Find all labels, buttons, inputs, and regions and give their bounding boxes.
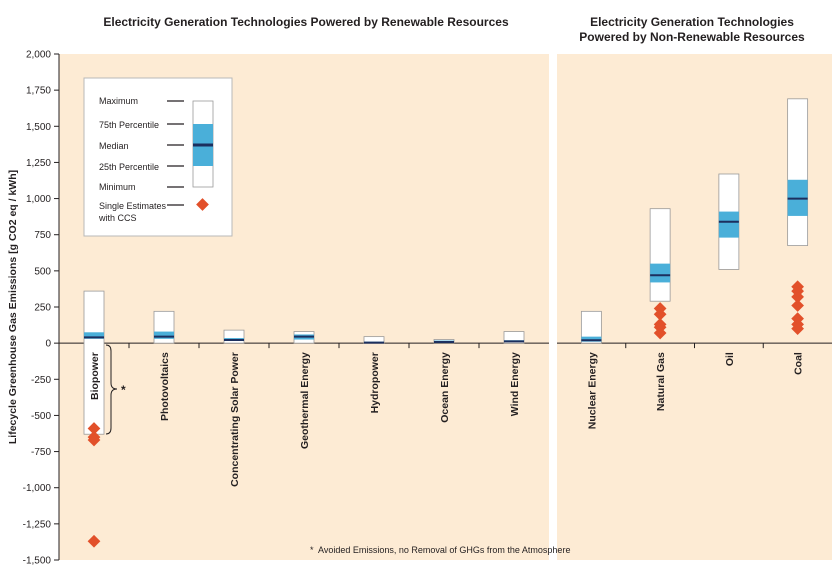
y-axis-label: Lifecycle Greenhouse Gas Emissions [g CO… bbox=[7, 170, 19, 444]
biopower-ccs-estimate bbox=[87, 422, 101, 435]
y-tick-label: 500 bbox=[34, 266, 51, 277]
concentrating-solar-power-range-box bbox=[223, 329, 245, 344]
y-tick-label: -1,250 bbox=[23, 519, 52, 530]
legend-ccs-label: Single Estimates bbox=[99, 201, 167, 211]
wind-energy-category-label: Wind Energy bbox=[509, 352, 521, 416]
ocean-energy-category-label: Ocean Energy bbox=[439, 352, 451, 423]
nonrenewable-boxes bbox=[580, 98, 809, 344]
y-tick-label: 1,500 bbox=[26, 122, 51, 133]
biopower-iqr-box bbox=[84, 332, 104, 339]
legend-minimum-label: Minimum bbox=[99, 182, 136, 192]
legend-ccs-marker bbox=[196, 198, 209, 211]
coal-category-label: Coal bbox=[793, 352, 805, 375]
photovoltaics-iqr-box bbox=[154, 331, 174, 339]
nonrenewable-panel-background bbox=[557, 54, 832, 560]
oil-iqr-box bbox=[718, 211, 739, 238]
y-tick-label: -1,000 bbox=[23, 483, 52, 494]
footnote-text: Avoided Emissions, no Removal of GHGs fr… bbox=[318, 545, 570, 555]
natural-gas-category-label: Natural Gas bbox=[655, 352, 667, 411]
legend-ccs-label-line2: with CCS bbox=[98, 213, 137, 223]
natural-gas-iqr-box bbox=[650, 263, 671, 283]
y-tick-label: 2,000 bbox=[26, 50, 51, 61]
y-tick-label: 750 bbox=[34, 230, 51, 241]
concentrating-solar-power-category-label: Concentrating Solar Power bbox=[229, 352, 241, 487]
natural-gas-range-box bbox=[649, 208, 671, 302]
oil-category-label: Oil bbox=[724, 352, 736, 366]
nuclear-energy-category-label: Nuclear Energy bbox=[586, 352, 598, 429]
wind-energy-range-box bbox=[503, 331, 525, 344]
legend-maximum-label: Maximum bbox=[99, 96, 138, 106]
nuclear-energy-iqr-box bbox=[581, 336, 602, 342]
y-tick-label: 0 bbox=[45, 339, 51, 350]
photovoltaics-category-label: Photovoltaics bbox=[159, 352, 171, 421]
legend-median-label: Median bbox=[99, 141, 129, 151]
y-tick-label: 1,750 bbox=[26, 86, 51, 97]
geothermal-energy-category-label: Geothermal Energy bbox=[299, 352, 311, 449]
renewable-panel-title: Electricity Generation Technologies Powe… bbox=[103, 15, 509, 29]
bracket-asterisk: * bbox=[121, 383, 126, 397]
nonrenewable-panel-title-line1: Electricity Generation Technologies bbox=[590, 15, 794, 29]
category-separators bbox=[128, 343, 764, 349]
y-tick-label: -500 bbox=[31, 411, 51, 422]
y-tick-label: -750 bbox=[31, 447, 51, 458]
category-labels: Biopower Photovoltaics Concentrating Solar… bbox=[89, 352, 805, 487]
footnote-asterisk: * bbox=[310, 545, 314, 555]
y-tick-label: -250 bbox=[31, 375, 51, 386]
nonrenewable-panel-title-line2: Powered by Non-Renewable Resources bbox=[579, 30, 805, 44]
y-tick-label: 1,000 bbox=[26, 194, 51, 205]
hydropower-category-label: Hydropower bbox=[369, 352, 381, 413]
avoided-emissions-bracket: * bbox=[105, 344, 126, 435]
legend-25th-label: 25th Percentile bbox=[99, 162, 159, 172]
legend-75th-label: 75th Percentile bbox=[99, 120, 159, 130]
y-tick-label: -1,500 bbox=[23, 556, 52, 567]
biopower-ccs-estimate bbox=[87, 433, 101, 447]
renewable-boxes bbox=[83, 290, 525, 548]
nuclear-energy-range-box bbox=[580, 310, 602, 344]
y-ticks: 2,000 1,750 1,500 1,250 1,000 750 500 250 0 -250 -… bbox=[23, 50, 59, 567]
biopower-category-label: Biopower bbox=[89, 352, 101, 400]
coal-range-box bbox=[787, 98, 809, 246]
y-tick-label: 250 bbox=[34, 303, 51, 314]
legend: Maximum 75th Percentile Median 25th Perc… bbox=[83, 77, 233, 237]
y-tick-label: 1,250 bbox=[26, 158, 51, 169]
